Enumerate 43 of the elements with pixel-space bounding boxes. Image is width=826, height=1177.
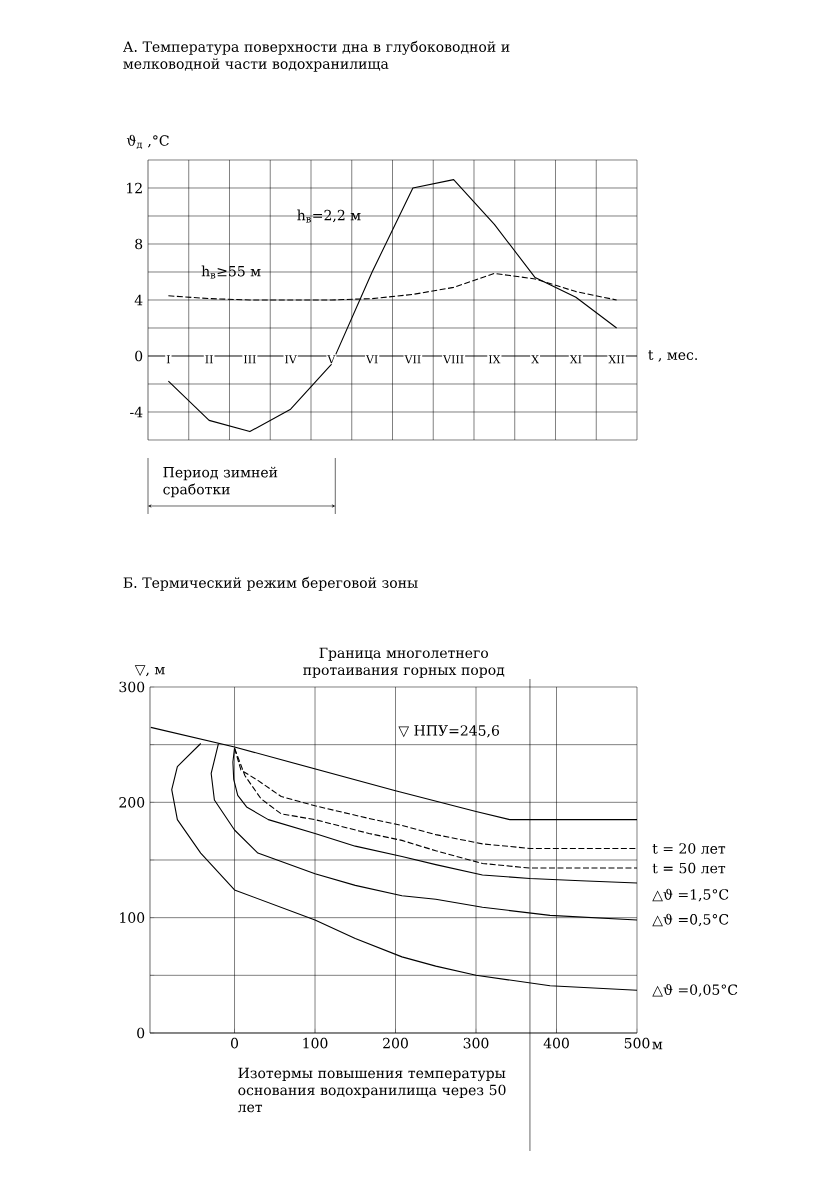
series-label: h$_{в}$≥55 м: [201, 265, 261, 279]
y-axis-title: ϑ$_{д}$ ,°C: [126, 134, 169, 150]
y-tick-label: 100: [120, 912, 145, 923]
text: Период зимней сработки: [163, 466, 278, 498]
x-tick-label: 500: [624, 1037, 650, 1049]
x-tick-label: X: [531, 355, 539, 364]
y-tick-label: 300: [119, 681, 145, 693]
series-label: △ϑ =1,5°C: [652, 888, 729, 902]
x-tick-label: VI: [365, 355, 378, 364]
x-tick-label: VII: [404, 355, 421, 364]
annotation: ▽ НПУ=245,6: [398, 725, 500, 738]
x-tick-label: 0: [230, 1037, 239, 1049]
x-tick-label: V: [327, 355, 336, 364]
x-tick-label: XI: [569, 355, 582, 364]
series-label: t = 50 лет: [652, 862, 726, 874]
y-axis-title: ▽, м: [134, 665, 165, 677]
series-label: △ϑ =0,5°C: [652, 913, 729, 927]
x-tick-label: VIII: [443, 355, 464, 364]
chart-title: Б. Термический режим береговой зоны: [123, 576, 418, 591]
series-label: t = 20 лет: [652, 843, 726, 854]
x-axis-title: t , мес.: [648, 350, 697, 362]
text: Изотермы повышения температуры основания водохранилища через 50 лет: [237, 1067, 506, 1113]
chart-title: А. Температура поверхности дна в глубоководной и мелководной части водохранилища: [123, 40, 510, 72]
y-tick-label: 8: [135, 238, 143, 250]
x-tick-label: I: [166, 355, 170, 364]
x-tick-label: XII: [608, 355, 625, 364]
x-tick-label: II: [205, 355, 213, 364]
text: h$_{в}$=2,2 м: [297, 209, 361, 223]
x-tick-label: IV: [285, 355, 297, 364]
y-tick-label: 12: [127, 182, 142, 194]
ref-line-label: Граница многолетнего протаивания горных пород: [303, 647, 505, 678]
y-tick-label: -4: [130, 406, 143, 418]
x-tick-label: 200: [383, 1037, 408, 1049]
y-tick-label: 0: [137, 1027, 145, 1039]
series-label: △ϑ =0,05°C: [652, 984, 738, 997]
x-tick-label: 300: [463, 1037, 489, 1049]
x-tick-label: 100: [303, 1037, 328, 1049]
y-tick-label: 200: [119, 797, 145, 808]
x-tick-label: 400: [543, 1037, 569, 1049]
y-tick-label: 4: [134, 294, 143, 306]
x-tick-label: IX: [488, 355, 501, 364]
x-axis-title: м: [652, 1041, 663, 1050]
x-tick-label: III: [243, 355, 256, 364]
